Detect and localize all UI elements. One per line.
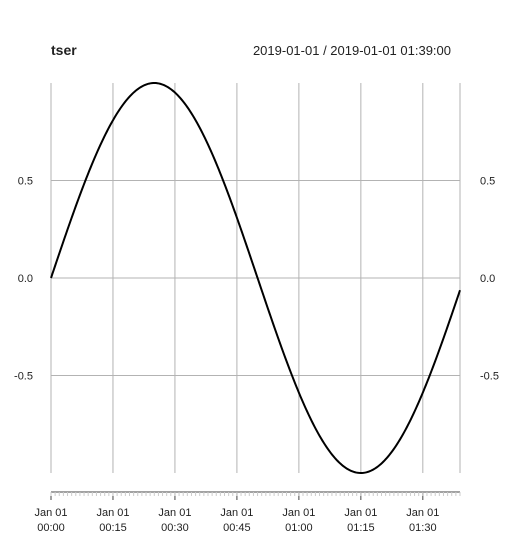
chart-title: tser	[51, 42, 77, 58]
y-tick-label-left: 0.0	[18, 273, 33, 285]
chart-date-range: 2019-01-01 / 2019-01-01 01:39:00	[253, 43, 451, 58]
x-tick-label-time: 01:30	[409, 522, 437, 534]
series-line	[50, 81, 461, 475]
y-axis-right: 0.5 0.0 -0.5	[480, 176, 499, 383]
x-tick-label-date: Jan 01	[34, 507, 67, 519]
x-tick-label-date: Jan 01	[96, 507, 129, 519]
x-tick-label-time: 01:15	[347, 522, 375, 534]
y-tick-label-right: 0.0	[480, 273, 495, 285]
x-tick-label-time: 00:45	[223, 522, 251, 534]
y-tick-label-left: 0.5	[18, 176, 33, 188]
y-gridlines	[51, 180, 460, 376]
y-tick-label-right: 0.5	[480, 176, 495, 188]
x-tick-label-time: 00:15	[99, 522, 127, 534]
x-tick-label-date: Jan 01	[158, 507, 191, 519]
x-axis: Jan 01 00:00 Jan 01 00:15 Jan 01 00:30 Jan 01 0…	[34, 491, 461, 534]
x-tick-label-date: Jan 01	[282, 507, 315, 519]
x-tick-label-date: Jan 01	[220, 507, 253, 519]
x-tick-label-date: Jan 01	[406, 507, 439, 519]
x-tick-label-time: 00:00	[37, 522, 65, 534]
x-tick-label-time: 00:30	[161, 522, 189, 534]
x-tick-label-time: 01:00	[285, 522, 313, 534]
y-tick-label-right: -0.5	[480, 371, 499, 383]
x-tick-label-date: Jan 01	[344, 507, 377, 519]
y-tick-label-left: -0.5	[14, 371, 33, 383]
series-layer	[50, 81, 461, 475]
y-axis-left: 0.5 0.0 -0.5	[14, 176, 33, 383]
